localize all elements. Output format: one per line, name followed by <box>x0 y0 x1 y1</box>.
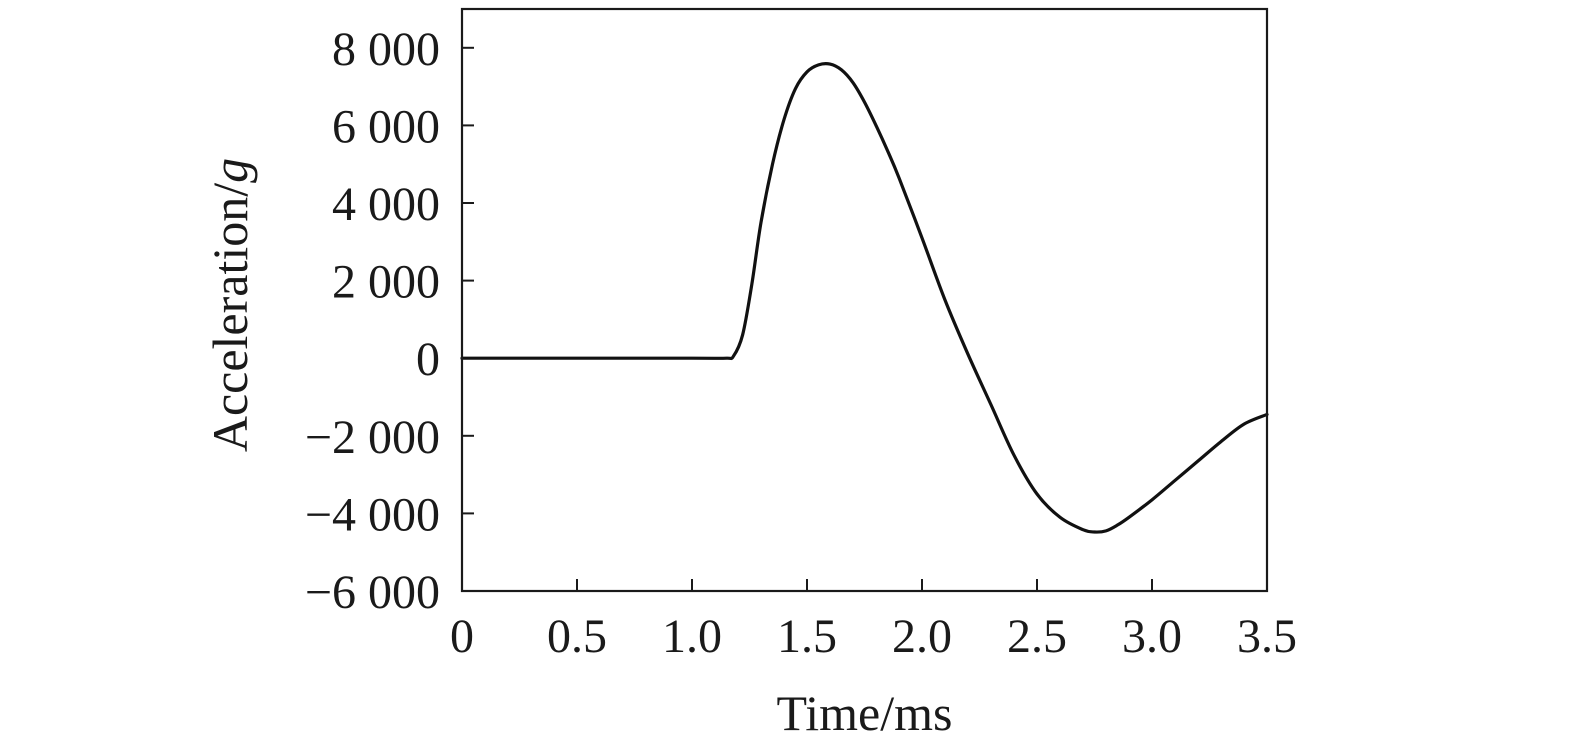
x-tick-label: 2.0 <box>892 610 952 663</box>
y-tick-label: 8 000 <box>332 23 440 76</box>
x-tick-label: 1.5 <box>777 610 837 663</box>
plot-frame <box>460 7 1269 593</box>
x-tick-label: 1.0 <box>662 610 722 663</box>
y-tick-label: 0 <box>416 333 440 386</box>
x-axis-ticks: 0 0.5 1.0 1.5 2.0 2.5 3.0 3.5 <box>450 579 1297 663</box>
y-axis-title-main: Acceleration/ <box>202 183 258 452</box>
x-tick-label: 2.5 <box>1007 610 1067 663</box>
y-tick-label: 6 000 <box>332 100 440 153</box>
y-tick-label: 4 000 <box>332 178 440 231</box>
x-tick-label: 0.5 <box>547 610 607 663</box>
series-line <box>460 62 1269 534</box>
x-tick-label: 3.0 <box>1122 610 1182 663</box>
y-tick-label: 2 000 <box>332 256 440 309</box>
x-tick-label: 3.5 <box>1237 610 1297 663</box>
x-axis-title: Time/ms <box>776 685 952 741</box>
y-tick-label: −4 000 <box>305 488 440 541</box>
y-axis-title: Acceleration/g <box>202 158 258 452</box>
y-axis-ticks: 8 000 6 000 4 000 2 000 0 −2 000 −4 000 −6 000 <box>305 23 474 619</box>
x-tick-label: 0 <box>450 610 474 663</box>
y-tick-label: −2 000 <box>305 411 440 464</box>
y-axis-title-unit: g <box>202 158 258 183</box>
y-tick-label: −6 000 <box>305 566 440 619</box>
series-layer <box>460 62 1269 534</box>
